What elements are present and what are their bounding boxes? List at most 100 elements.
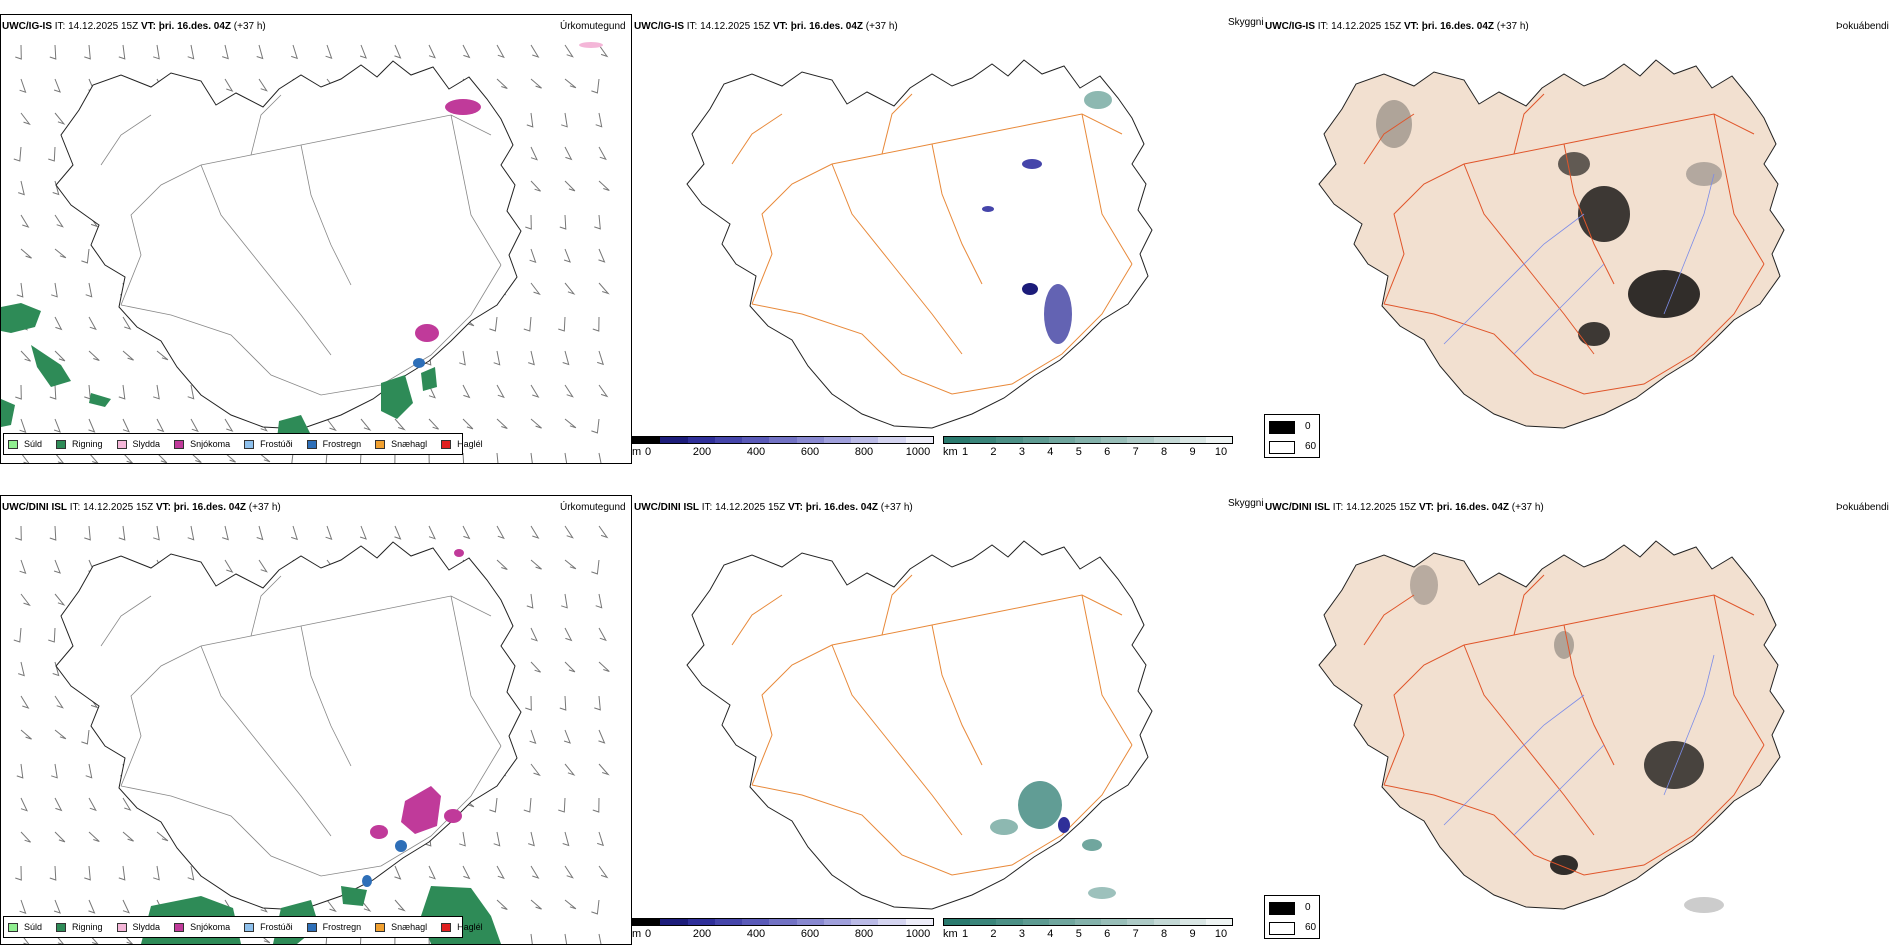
wind-barb	[530, 44, 540, 58]
wind-barb	[20, 350, 31, 362]
fog-panel-top: 0 60	[1264, 14, 1900, 464]
wind-barb	[53, 78, 61, 93]
cloud-base-colorbar-top: m 0 200 400 600 800 1000	[632, 436, 934, 466]
wind-barb	[291, 525, 298, 541]
wind-barb	[489, 316, 498, 332]
wind-barb	[530, 180, 541, 192]
low-visibility-area	[982, 206, 994, 212]
road-segment	[751, 263, 1133, 395]
wind-barb	[153, 384, 160, 400]
precip-map-top	[1, 42, 610, 463]
legend-entry: Súld	[8, 922, 42, 932]
iceland-outline	[55, 60, 522, 430]
wind-barb	[187, 865, 195, 881]
colorbar-cell	[1205, 919, 1233, 925]
wind-barb	[325, 44, 333, 59]
colorbar-cell	[905, 437, 933, 443]
colorbar-cell	[660, 919, 688, 925]
low-visibility-area	[990, 819, 1018, 835]
legend-swatch	[56, 439, 67, 449]
legend-swatch	[8, 922, 18, 932]
wind-barb	[564, 661, 576, 673]
wind-barb	[523, 797, 532, 813]
colorbar-tick-label: 800	[854, 446, 874, 458]
fog-areas	[1410, 565, 1724, 913]
iceland-outline	[1318, 59, 1785, 429]
wind-barb	[496, 78, 508, 89]
legend-entry: Frostúði	[244, 439, 293, 449]
legend-label: Snæhagl	[391, 922, 428, 932]
wind-barb	[122, 797, 132, 811]
wind-barb	[564, 559, 577, 570]
colorbar-tick-label: 0	[644, 446, 652, 458]
legend-swatch	[116, 922, 127, 932]
wind-barb	[84, 865, 91, 881]
wind-barb	[256, 525, 264, 541]
wind-barb	[18, 661, 25, 677]
legend-label: Snjókoma	[190, 922, 231, 932]
wind-barb	[122, 831, 134, 842]
road-segment	[1713, 113, 1765, 265]
wind-barb	[51, 282, 58, 298]
wind-barb	[564, 180, 576, 192]
colorbar-cell	[823, 919, 852, 925]
legend-entry: Snæhagl	[375, 922, 427, 932]
wind-barb	[54, 797, 63, 812]
wind-barb	[20, 452, 30, 463]
wind-barb	[530, 559, 542, 570]
wind-barb	[530, 146, 538, 161]
wind-barb	[428, 452, 430, 463]
wind-barb	[394, 933, 396, 944]
colorbar-tick-label: 10	[1214, 446, 1228, 458]
legend-entry: Rigning	[56, 439, 103, 449]
wind-barb	[88, 350, 100, 361]
wind-barb	[153, 44, 160, 60]
wind-barb	[462, 865, 471, 880]
wind-barb	[85, 763, 93, 779]
colorbar-cell	[1127, 919, 1154, 925]
wind-barb	[118, 525, 126, 541]
road-segment	[250, 575, 282, 637]
wind-barb	[598, 452, 602, 463]
wind-barb	[20, 248, 32, 259]
it-value: 14.12.2025 15Z	[1331, 21, 1402, 32]
wind-barb	[20, 695, 30, 709]
wind-barb	[597, 350, 604, 366]
wind-barb	[13, 146, 22, 162]
road-segment	[1713, 594, 1765, 746]
wind-barb	[15, 384, 22, 400]
wind-barb	[54, 452, 64, 463]
colorbar-cell	[1127, 437, 1154, 443]
panel-title-fog-top: Þokuábendi	[1836, 21, 1889, 32]
road-segment	[931, 143, 983, 285]
wind-barb	[598, 627, 607, 642]
wind-barb	[530, 627, 538, 642]
lead-time: (+37 h)	[880, 502, 913, 513]
road-segment	[1363, 594, 1415, 646]
colorbar-cell	[970, 919, 997, 925]
wind-barb	[187, 44, 195, 60]
it-label: IT:	[1317, 21, 1329, 32]
colorbar-cell	[878, 437, 906, 443]
vt-label: VT:	[155, 502, 171, 513]
wind-barb	[20, 729, 32, 740]
road-segment	[1383, 744, 1765, 876]
wind-barb	[53, 899, 61, 914]
wind-barb	[84, 384, 91, 400]
model-header-bottom-1: UWC/DINI ISL IT: 14.12.2025 15Z VT: þri.…	[2, 502, 281, 513]
road-segment	[831, 644, 963, 836]
road-segment	[120, 745, 502, 877]
vt-label: VT:	[772, 21, 788, 32]
colorbar-tick-label: 1	[961, 446, 969, 458]
precip-type-legend: Súld Rigning Slydda Snjókoma Frostúði Frostre…	[3, 916, 483, 938]
it-value: 14.12.2025 15Z	[83, 502, 154, 513]
wind-barb	[558, 316, 566, 332]
wind-barb	[526, 593, 534, 609]
colorbar-cell	[996, 437, 1023, 443]
wind-barb	[598, 729, 606, 744]
lead-time: (+37 h)	[865, 21, 898, 32]
wind-barb	[156, 350, 169, 361]
precip-type-legend: Súld Rigning Slydda Snjókoma Frostúði Frostre…	[3, 433, 483, 455]
snow-patch	[454, 549, 464, 557]
wind-barb	[81, 248, 90, 264]
